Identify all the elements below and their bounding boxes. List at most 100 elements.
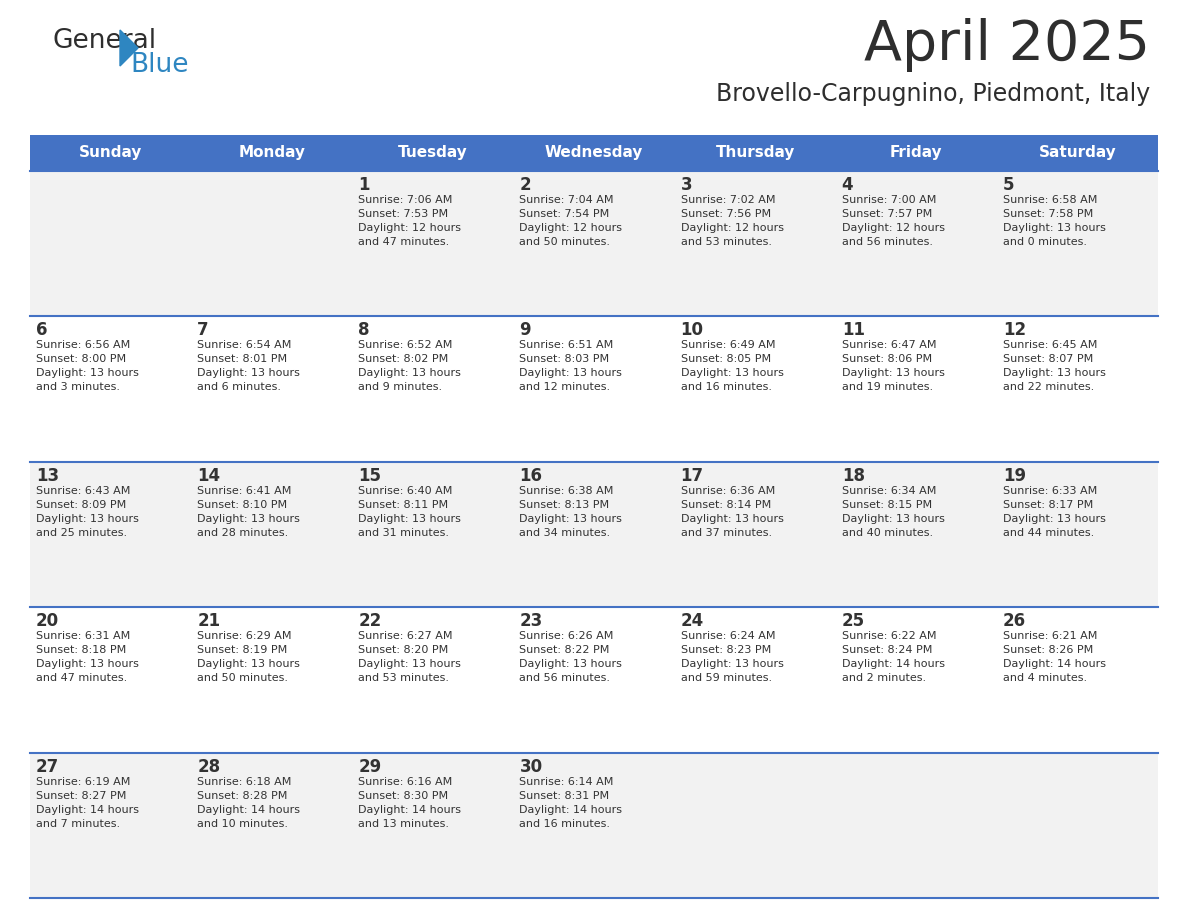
Text: Sunrise: 7:00 AM
Sunset: 7:57 PM
Daylight: 12 hours
and 56 minutes.: Sunrise: 7:00 AM Sunset: 7:57 PM Dayligh… bbox=[842, 195, 944, 247]
Text: 20: 20 bbox=[36, 612, 59, 630]
Text: 7: 7 bbox=[197, 321, 209, 340]
Text: Sunrise: 7:04 AM
Sunset: 7:54 PM
Daylight: 12 hours
and 50 minutes.: Sunrise: 7:04 AM Sunset: 7:54 PM Dayligh… bbox=[519, 195, 623, 247]
Bar bbox=[191, 607, 353, 753]
Bar bbox=[513, 753, 675, 898]
Text: Sunrise: 6:27 AM
Sunset: 8:20 PM
Daylight: 13 hours
and 53 minutes.: Sunrise: 6:27 AM Sunset: 8:20 PM Dayligh… bbox=[359, 632, 461, 683]
Text: Brovello-Carpugnino, Piedmont, Italy: Brovello-Carpugnino, Piedmont, Italy bbox=[715, 82, 1150, 106]
Text: Sunrise: 6:19 AM
Sunset: 8:27 PM
Daylight: 14 hours
and 7 minutes.: Sunrise: 6:19 AM Sunset: 8:27 PM Dayligh… bbox=[36, 777, 139, 829]
Text: 21: 21 bbox=[197, 612, 220, 630]
Text: Sunrise: 6:22 AM
Sunset: 8:24 PM
Daylight: 14 hours
and 2 minutes.: Sunrise: 6:22 AM Sunset: 8:24 PM Dayligh… bbox=[842, 632, 944, 683]
Text: 23: 23 bbox=[519, 612, 543, 630]
Text: 13: 13 bbox=[36, 466, 59, 485]
Bar bbox=[353, 607, 513, 753]
Text: 18: 18 bbox=[842, 466, 865, 485]
Bar bbox=[675, 317, 835, 462]
Text: Sunrise: 6:21 AM
Sunset: 8:26 PM
Daylight: 14 hours
and 4 minutes.: Sunrise: 6:21 AM Sunset: 8:26 PM Dayligh… bbox=[1003, 632, 1106, 683]
Text: Sunrise: 6:41 AM
Sunset: 8:10 PM
Daylight: 13 hours
and 28 minutes.: Sunrise: 6:41 AM Sunset: 8:10 PM Dayligh… bbox=[197, 486, 301, 538]
Text: 26: 26 bbox=[1003, 612, 1026, 630]
Bar bbox=[513, 171, 675, 317]
Text: 10: 10 bbox=[681, 321, 703, 340]
Bar bbox=[997, 171, 1158, 317]
Text: Friday: Friday bbox=[890, 145, 942, 161]
Bar bbox=[513, 462, 675, 607]
Bar bbox=[835, 607, 997, 753]
Text: Sunrise: 6:45 AM
Sunset: 8:07 PM
Daylight: 13 hours
and 22 minutes.: Sunrise: 6:45 AM Sunset: 8:07 PM Dayligh… bbox=[1003, 341, 1106, 392]
Bar bbox=[997, 317, 1158, 462]
Bar bbox=[675, 171, 835, 317]
Bar bbox=[30, 753, 191, 898]
Text: Sunrise: 6:40 AM
Sunset: 8:11 PM
Daylight: 13 hours
and 31 minutes.: Sunrise: 6:40 AM Sunset: 8:11 PM Dayligh… bbox=[359, 486, 461, 538]
Text: Sunrise: 6:29 AM
Sunset: 8:19 PM
Daylight: 13 hours
and 50 minutes.: Sunrise: 6:29 AM Sunset: 8:19 PM Dayligh… bbox=[197, 632, 301, 683]
Text: 4: 4 bbox=[842, 176, 853, 194]
Text: Sunrise: 6:58 AM
Sunset: 7:58 PM
Daylight: 13 hours
and 0 minutes.: Sunrise: 6:58 AM Sunset: 7:58 PM Dayligh… bbox=[1003, 195, 1106, 247]
Bar bbox=[997, 135, 1158, 171]
Bar bbox=[353, 317, 513, 462]
Text: Sunrise: 6:43 AM
Sunset: 8:09 PM
Daylight: 13 hours
and 25 minutes.: Sunrise: 6:43 AM Sunset: 8:09 PM Dayligh… bbox=[36, 486, 139, 538]
Bar bbox=[191, 753, 353, 898]
Text: Saturday: Saturday bbox=[1038, 145, 1117, 161]
Text: Sunrise: 6:51 AM
Sunset: 8:03 PM
Daylight: 13 hours
and 12 minutes.: Sunrise: 6:51 AM Sunset: 8:03 PM Dayligh… bbox=[519, 341, 623, 392]
Bar bbox=[997, 753, 1158, 898]
Text: Sunrise: 6:47 AM
Sunset: 8:06 PM
Daylight: 13 hours
and 19 minutes.: Sunrise: 6:47 AM Sunset: 8:06 PM Dayligh… bbox=[842, 341, 944, 392]
Bar bbox=[997, 462, 1158, 607]
Bar bbox=[835, 171, 997, 317]
Bar bbox=[835, 462, 997, 607]
Bar bbox=[353, 462, 513, 607]
Text: Sunrise: 6:18 AM
Sunset: 8:28 PM
Daylight: 14 hours
and 10 minutes.: Sunrise: 6:18 AM Sunset: 8:28 PM Dayligh… bbox=[197, 777, 301, 829]
Bar bbox=[835, 135, 997, 171]
Text: Sunrise: 6:14 AM
Sunset: 8:31 PM
Daylight: 14 hours
and 16 minutes.: Sunrise: 6:14 AM Sunset: 8:31 PM Dayligh… bbox=[519, 777, 623, 829]
Text: Monday: Monday bbox=[239, 145, 305, 161]
Text: 6: 6 bbox=[36, 321, 48, 340]
Bar bbox=[353, 171, 513, 317]
Text: 29: 29 bbox=[359, 757, 381, 776]
Text: 24: 24 bbox=[681, 612, 703, 630]
Text: Sunrise: 7:02 AM
Sunset: 7:56 PM
Daylight: 12 hours
and 53 minutes.: Sunrise: 7:02 AM Sunset: 7:56 PM Dayligh… bbox=[681, 195, 784, 247]
Bar bbox=[513, 317, 675, 462]
Bar bbox=[30, 607, 191, 753]
Text: Sunrise: 6:24 AM
Sunset: 8:23 PM
Daylight: 13 hours
and 59 minutes.: Sunrise: 6:24 AM Sunset: 8:23 PM Dayligh… bbox=[681, 632, 783, 683]
Text: 3: 3 bbox=[681, 176, 693, 194]
Text: Sunrise: 6:56 AM
Sunset: 8:00 PM
Daylight: 13 hours
and 3 minutes.: Sunrise: 6:56 AM Sunset: 8:00 PM Dayligh… bbox=[36, 341, 139, 392]
Bar bbox=[191, 462, 353, 607]
Bar bbox=[513, 135, 675, 171]
Bar bbox=[353, 135, 513, 171]
Bar bbox=[513, 607, 675, 753]
Bar bbox=[997, 607, 1158, 753]
Text: Tuesday: Tuesday bbox=[398, 145, 468, 161]
Text: Sunrise: 6:26 AM
Sunset: 8:22 PM
Daylight: 13 hours
and 56 minutes.: Sunrise: 6:26 AM Sunset: 8:22 PM Dayligh… bbox=[519, 632, 623, 683]
Bar bbox=[675, 135, 835, 171]
Text: Sunrise: 6:33 AM
Sunset: 8:17 PM
Daylight: 13 hours
and 44 minutes.: Sunrise: 6:33 AM Sunset: 8:17 PM Dayligh… bbox=[1003, 486, 1106, 538]
Text: Blue: Blue bbox=[129, 52, 189, 78]
Text: Thursday: Thursday bbox=[715, 145, 795, 161]
Text: 28: 28 bbox=[197, 757, 220, 776]
Text: 1: 1 bbox=[359, 176, 369, 194]
Text: Sunrise: 6:52 AM
Sunset: 8:02 PM
Daylight: 13 hours
and 9 minutes.: Sunrise: 6:52 AM Sunset: 8:02 PM Dayligh… bbox=[359, 341, 461, 392]
Bar bbox=[30, 317, 191, 462]
Text: 9: 9 bbox=[519, 321, 531, 340]
Polygon shape bbox=[120, 30, 138, 66]
Bar bbox=[675, 462, 835, 607]
Bar bbox=[191, 317, 353, 462]
Text: 12: 12 bbox=[1003, 321, 1026, 340]
Text: 27: 27 bbox=[36, 757, 59, 776]
Text: 11: 11 bbox=[842, 321, 865, 340]
Text: 17: 17 bbox=[681, 466, 703, 485]
Bar bbox=[191, 135, 353, 171]
Text: 15: 15 bbox=[359, 466, 381, 485]
Text: Sunrise: 6:34 AM
Sunset: 8:15 PM
Daylight: 13 hours
and 40 minutes.: Sunrise: 6:34 AM Sunset: 8:15 PM Dayligh… bbox=[842, 486, 944, 538]
Bar bbox=[191, 171, 353, 317]
Text: Sunrise: 7:06 AM
Sunset: 7:53 PM
Daylight: 12 hours
and 47 minutes.: Sunrise: 7:06 AM Sunset: 7:53 PM Dayligh… bbox=[359, 195, 461, 247]
Text: April 2025: April 2025 bbox=[864, 18, 1150, 72]
Text: 25: 25 bbox=[842, 612, 865, 630]
Text: 8: 8 bbox=[359, 321, 369, 340]
Text: 30: 30 bbox=[519, 757, 543, 776]
Bar bbox=[835, 753, 997, 898]
Text: Sunrise: 6:54 AM
Sunset: 8:01 PM
Daylight: 13 hours
and 6 minutes.: Sunrise: 6:54 AM Sunset: 8:01 PM Dayligh… bbox=[197, 341, 301, 392]
Bar bbox=[675, 753, 835, 898]
Text: 16: 16 bbox=[519, 466, 543, 485]
Text: Sunrise: 6:36 AM
Sunset: 8:14 PM
Daylight: 13 hours
and 37 minutes.: Sunrise: 6:36 AM Sunset: 8:14 PM Dayligh… bbox=[681, 486, 783, 538]
Text: General: General bbox=[52, 28, 156, 54]
Bar bbox=[835, 317, 997, 462]
Bar bbox=[30, 171, 191, 317]
Text: Sunrise: 6:38 AM
Sunset: 8:13 PM
Daylight: 13 hours
and 34 minutes.: Sunrise: 6:38 AM Sunset: 8:13 PM Dayligh… bbox=[519, 486, 623, 538]
